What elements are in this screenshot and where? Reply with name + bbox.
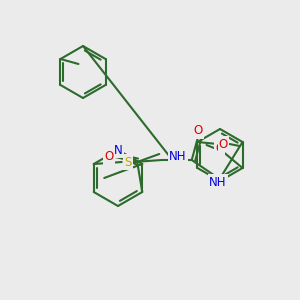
Text: NH: NH bbox=[169, 149, 187, 163]
Text: N: N bbox=[114, 143, 122, 157]
Text: O: O bbox=[219, 137, 228, 151]
Text: O: O bbox=[215, 142, 224, 155]
Text: O: O bbox=[193, 124, 203, 137]
Text: NH: NH bbox=[209, 176, 226, 188]
Text: S: S bbox=[124, 155, 131, 169]
Text: O: O bbox=[105, 151, 114, 164]
